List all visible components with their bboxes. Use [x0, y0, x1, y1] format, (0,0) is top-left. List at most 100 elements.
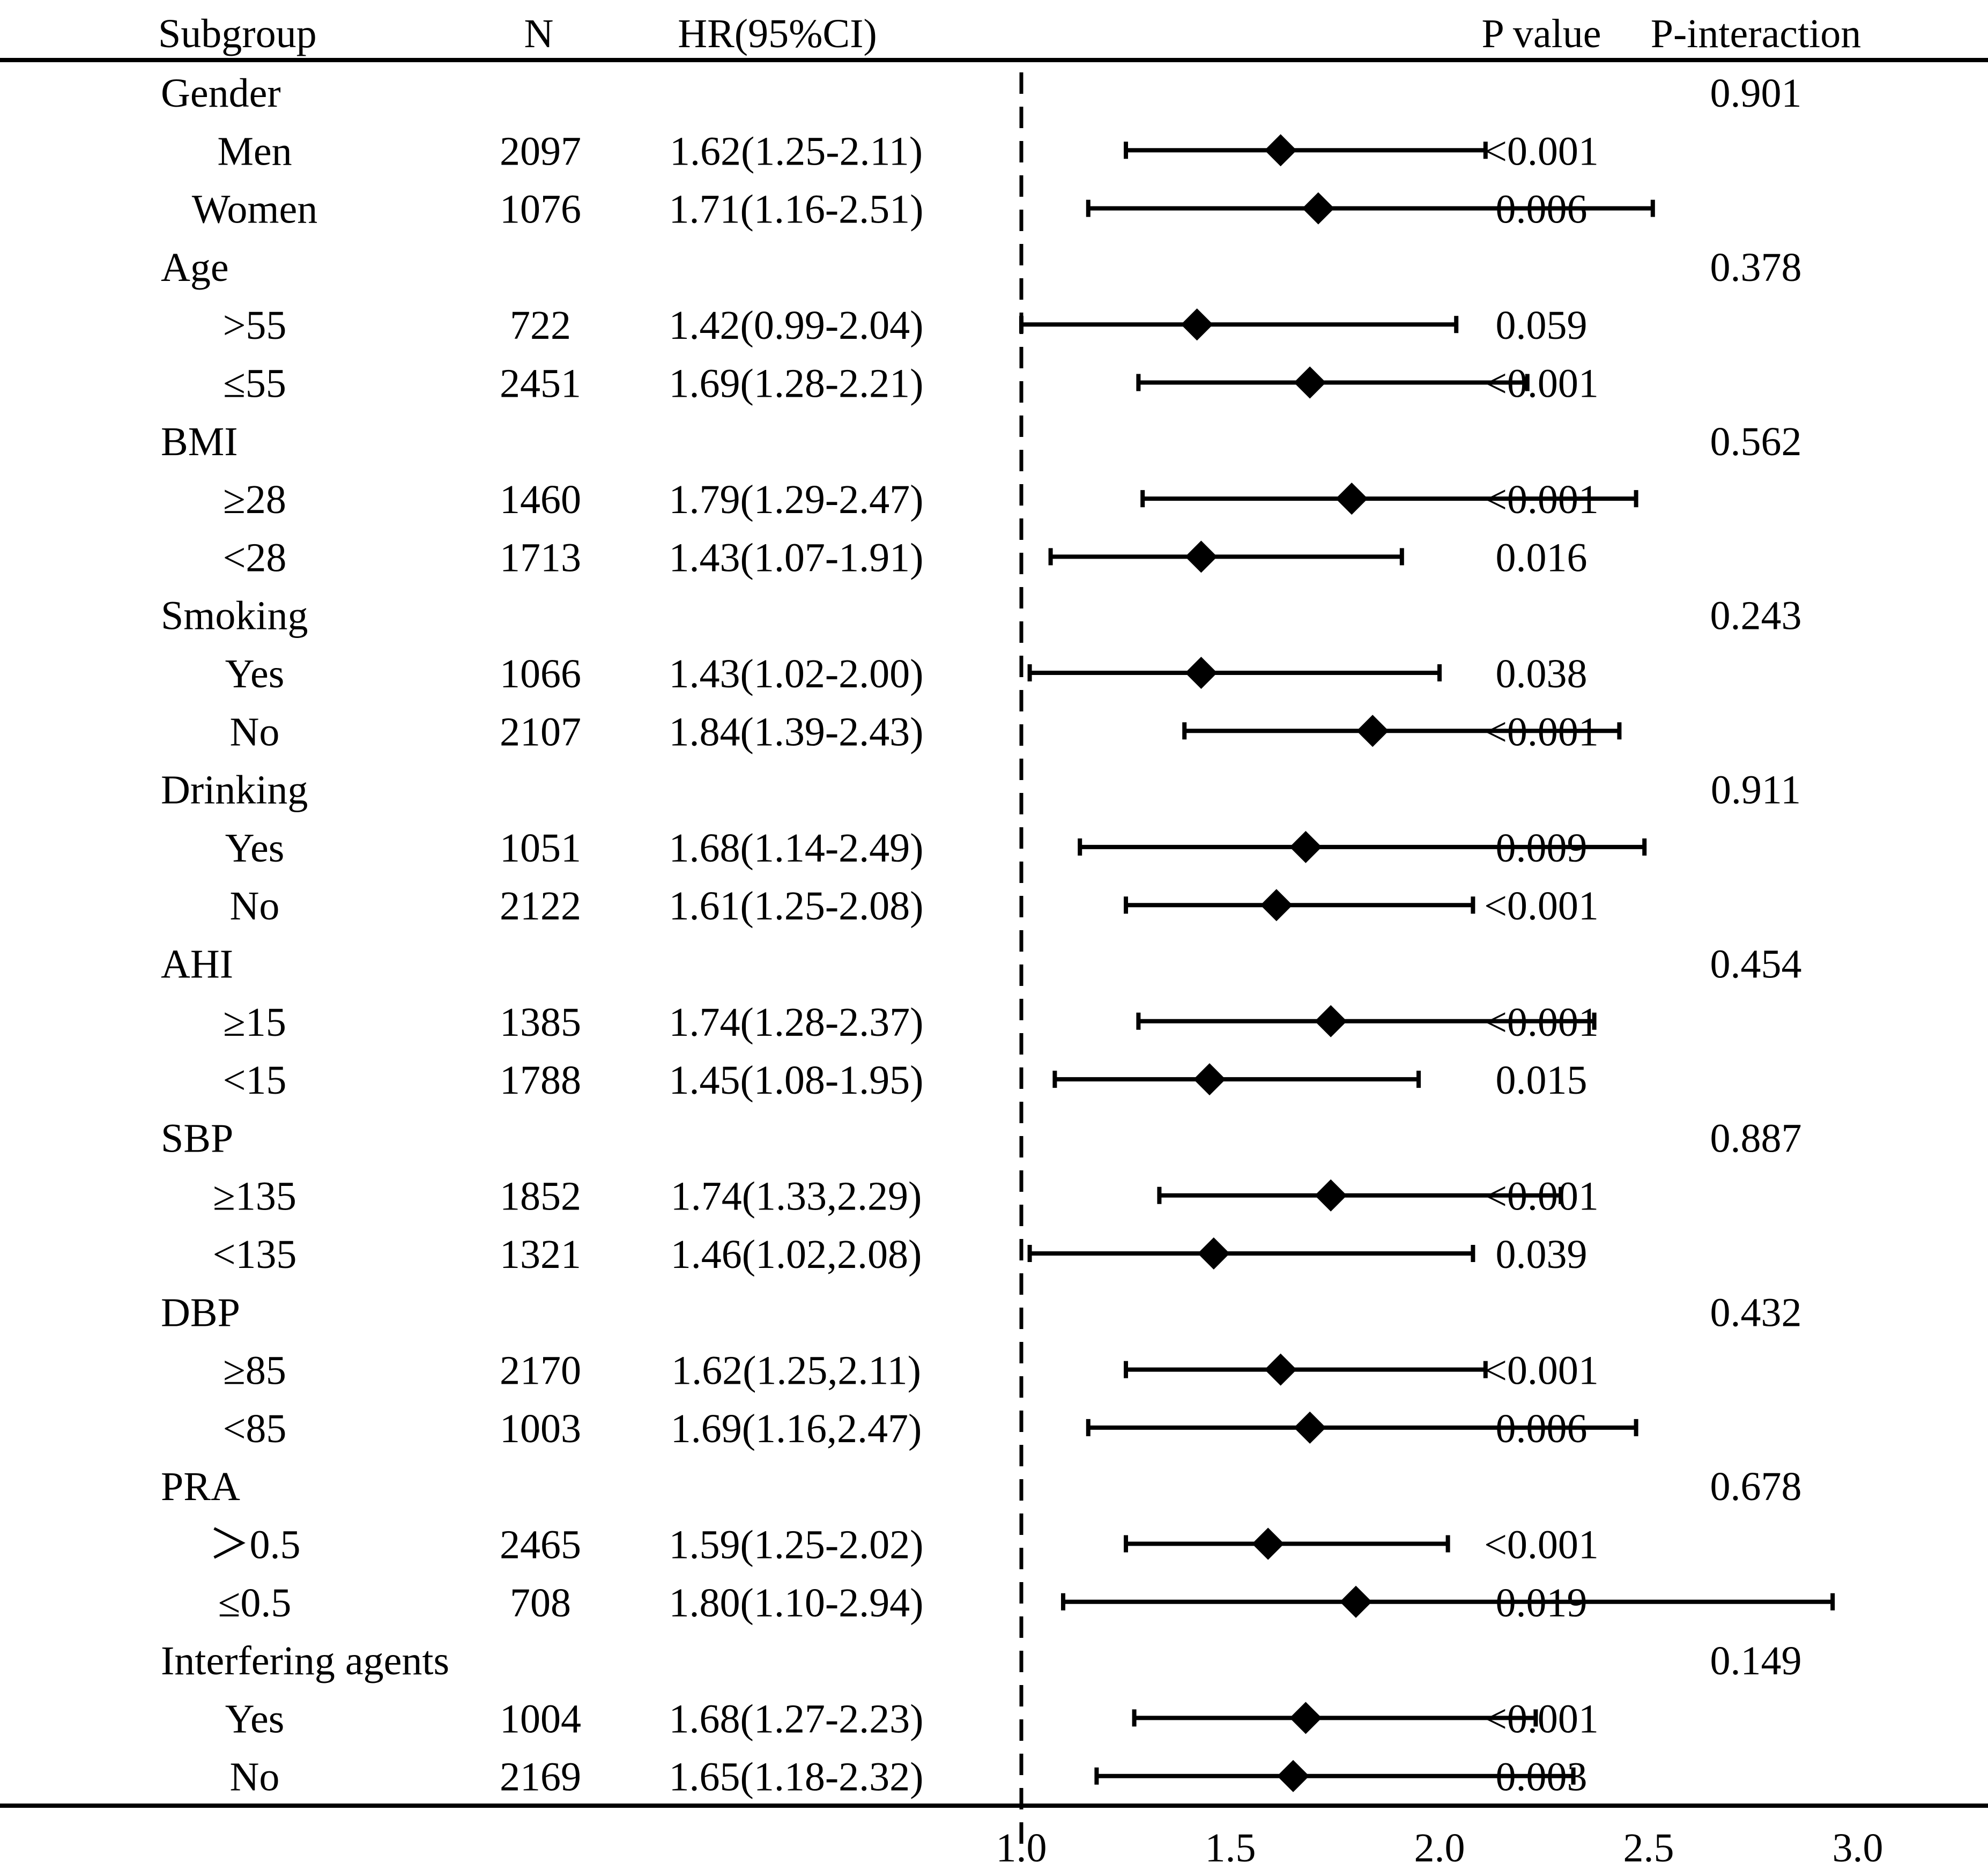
- x-tick-label: 3.0: [1833, 1826, 1883, 1870]
- n-value: 1003: [500, 1406, 581, 1451]
- n-value: 2465: [500, 1523, 581, 1568]
- subgroup-label: <85: [223, 1406, 287, 1451]
- p-value: <0.001: [1484, 1523, 1599, 1568]
- hr-ci-text: 1.45(1.08-1.95): [669, 1058, 924, 1103]
- subgroup-label: Yes: [225, 826, 285, 871]
- group-label: PRA: [161, 1464, 240, 1509]
- p-interaction-value: 0.454: [1710, 942, 1802, 987]
- hr-point: [1197, 1237, 1230, 1270]
- hr-point: [1181, 308, 1213, 341]
- group-label: Interfering agents: [161, 1638, 449, 1683]
- p-interaction-value: 0.149: [1710, 1638, 1802, 1683]
- p-interaction-value: 0.432: [1710, 1290, 1802, 1335]
- p-value: <0.001: [1484, 129, 1599, 174]
- p-interaction-value: 0.901: [1710, 71, 1802, 116]
- subgroup-label: <15: [223, 1058, 287, 1103]
- group-label: Drinking: [161, 768, 308, 813]
- subgroup-label: ＞0.5: [209, 1523, 301, 1568]
- p-value: 0.038: [1496, 651, 1588, 696]
- hr-ci-text: 1.69(1.16,2.47): [671, 1406, 922, 1451]
- n-value: 1004: [500, 1696, 581, 1741]
- hr-ci-text: 1.74(1.33,2.29): [671, 1174, 922, 1219]
- n-value: 2097: [500, 129, 581, 174]
- x-tick-label: 1.0: [996, 1826, 1047, 1870]
- hr-point: [1264, 134, 1297, 167]
- hr-ci-text: 1.59(1.25-2.02): [669, 1523, 924, 1568]
- hr-point: [1315, 1179, 1347, 1212]
- n-value: 1713: [500, 535, 581, 580]
- hr-ci-text: 1.61(1.25-2.08): [669, 884, 924, 929]
- subgroup-label: Men: [217, 129, 292, 174]
- group-label: Gender: [161, 71, 281, 116]
- subgroup-label: Yes: [225, 651, 285, 696]
- n-value: 2107: [500, 709, 581, 754]
- hr-ci-text: 1.65(1.18-2.32): [669, 1755, 924, 1800]
- subgroup-label: ≤55: [223, 361, 286, 406]
- hr-point: [1356, 715, 1389, 747]
- hr-point: [1185, 657, 1218, 689]
- group-label: DBP: [161, 1290, 240, 1335]
- x-tick-label: 2.5: [1623, 1826, 1674, 1870]
- subgroup-label: ≤0.5: [218, 1580, 292, 1626]
- subgroup-label: <28: [223, 535, 287, 580]
- x-tick-label: 2.0: [1414, 1826, 1465, 1870]
- p-value: 0.039: [1496, 1232, 1588, 1277]
- subgroup-label: Yes: [225, 1696, 285, 1741]
- subgroup-label: No: [230, 709, 280, 754]
- n-value: 1051: [500, 826, 581, 871]
- n-value: 1321: [500, 1232, 581, 1277]
- x-axis-ticks: 1.0 1.5 2.0 2.5 3.0: [996, 1826, 1883, 1870]
- hr-ci-text: 1.69(1.28-2.21): [669, 361, 924, 406]
- n-value: 2170: [500, 1348, 581, 1393]
- hr-ci-text: 1.43(1.02-2.00): [669, 651, 924, 696]
- p-value: 0.015: [1496, 1058, 1588, 1103]
- header-subgroup: Subgroup: [158, 11, 317, 56]
- subgroup-label: ≥15: [223, 1000, 286, 1045]
- n-value: 1788: [500, 1058, 581, 1103]
- p-value: 0.016: [1496, 535, 1588, 580]
- n-value: 1460: [500, 477, 581, 522]
- hr-ci-text: 1.62(1.25-2.11): [670, 129, 923, 174]
- group-label: BMI: [161, 419, 238, 464]
- p-interaction-value: 0.887: [1710, 1116, 1802, 1161]
- hr-point: [1294, 1411, 1326, 1444]
- p-value: <0.001: [1484, 884, 1599, 929]
- group-label: Age: [161, 245, 229, 290]
- header-p-interaction: P-interaction: [1651, 11, 1861, 56]
- hr-ci-text: 1.68(1.14-2.49): [669, 826, 924, 871]
- table-rows: Gender 0.901 Men 2097 1.62(1.25-2.11) <0.001 W…: [161, 71, 1802, 1800]
- header-hr: HR(95%CI): [678, 11, 877, 56]
- hr-ci-text: 1.68(1.27-2.23): [669, 1696, 924, 1741]
- subgroup-label: Women: [192, 187, 318, 232]
- header-n: N: [524, 11, 554, 56]
- group-label: SBP: [161, 1116, 233, 1161]
- group-label: AHI: [161, 942, 233, 987]
- n-value: 1076: [500, 187, 581, 232]
- p-value: <0.001: [1484, 1348, 1599, 1393]
- n-value: 722: [510, 303, 571, 348]
- hr-ci-text: 1.80(1.10-2.94): [669, 1580, 924, 1626]
- x-tick-label: 1.5: [1205, 1826, 1256, 1870]
- hr-point: [1289, 1702, 1322, 1734]
- subgroup-label: No: [230, 1755, 280, 1800]
- hr-point: [1185, 540, 1218, 573]
- hr-ci-text: 1.62(1.25,2.11): [671, 1348, 921, 1393]
- n-value: 2169: [500, 1755, 581, 1800]
- p-interaction-value: 0.911: [1711, 768, 1801, 813]
- header-p-value: P value: [1481, 11, 1601, 56]
- n-value: 1066: [500, 651, 581, 696]
- hr-point: [1260, 889, 1293, 922]
- hr-ci-text: 1.74(1.28-2.37): [669, 1000, 924, 1045]
- hr-point: [1252, 1527, 1285, 1560]
- hr-point: [1277, 1760, 1309, 1792]
- hr-point: [1294, 366, 1326, 399]
- hr-ci-text: 1.46(1.02,2.08): [671, 1232, 922, 1277]
- subgroup-label: ≥135: [213, 1174, 296, 1219]
- hr-ci-text: 1.43(1.07-1.91): [669, 535, 924, 580]
- n-value: 2122: [500, 884, 581, 929]
- n-value: 2451: [500, 361, 581, 406]
- subgroup-label: >55: [223, 303, 287, 348]
- hr-point: [1289, 830, 1322, 863]
- hr-ci-text: 1.42(0.99-2.04): [669, 303, 924, 348]
